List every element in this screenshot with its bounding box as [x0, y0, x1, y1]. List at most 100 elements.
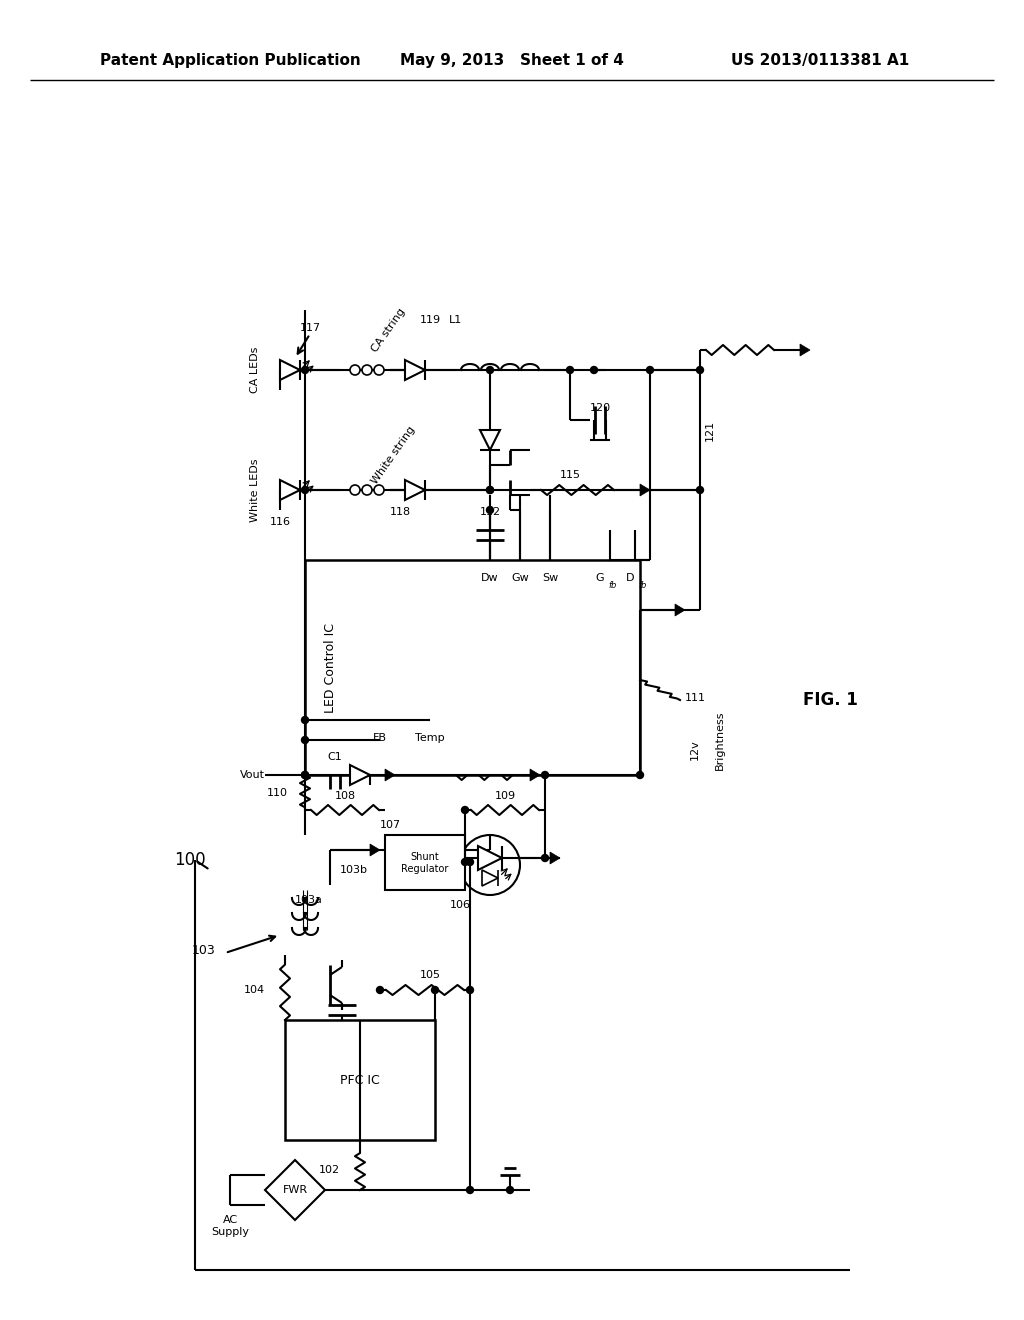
Text: Vout: Vout [240, 770, 265, 780]
Text: 105: 105 [420, 970, 440, 979]
Circle shape [486, 487, 494, 494]
Bar [285, 1020, 435, 1140]
Text: 108: 108 [335, 791, 355, 801]
Circle shape [486, 367, 494, 374]
Polygon shape [530, 770, 540, 781]
Circle shape [431, 986, 438, 994]
Text: AC: AC [222, 1214, 238, 1225]
Circle shape [637, 771, 643, 779]
Text: CA string: CA string [370, 306, 408, 354]
Circle shape [542, 854, 549, 862]
Text: FB: FB [373, 733, 387, 743]
Polygon shape [406, 360, 425, 380]
Text: Gw: Gw [511, 573, 528, 583]
Bar [385, 836, 465, 890]
Text: 12v: 12v [690, 739, 700, 760]
Circle shape [301, 771, 308, 779]
Circle shape [696, 367, 703, 374]
Circle shape [486, 507, 494, 513]
Text: 119: 119 [420, 315, 440, 325]
Circle shape [566, 367, 573, 374]
Circle shape [301, 771, 308, 779]
Text: G: G [596, 573, 604, 583]
Circle shape [362, 484, 372, 495]
Text: CA LEDs: CA LEDs [250, 347, 260, 393]
Text: Dw: Dw [481, 573, 499, 583]
Text: May 9, 2013   Sheet 1 of 4: May 9, 2013 Sheet 1 of 4 [400, 53, 624, 67]
Circle shape [467, 858, 473, 866]
Text: fb: fb [639, 581, 647, 590]
Circle shape [646, 367, 653, 374]
Text: PFC IC: PFC IC [340, 1073, 380, 1086]
Text: L1: L1 [449, 315, 462, 325]
Text: 115: 115 [559, 470, 581, 480]
Text: LED Control IC: LED Control IC [324, 623, 337, 713]
Circle shape [467, 1187, 473, 1193]
Circle shape [462, 807, 469, 813]
Circle shape [301, 717, 308, 723]
Polygon shape [280, 480, 300, 500]
Circle shape [507, 1187, 513, 1193]
Circle shape [350, 366, 360, 375]
Circle shape [350, 484, 360, 495]
Circle shape [374, 484, 384, 495]
Circle shape [301, 487, 308, 494]
Text: US 2013/0113381 A1: US 2013/0113381 A1 [731, 53, 909, 67]
Text: 118: 118 [389, 507, 411, 517]
Text: 109: 109 [495, 791, 515, 801]
Text: 110: 110 [267, 788, 288, 799]
Circle shape [467, 986, 473, 994]
Text: 111: 111 [685, 693, 706, 704]
Polygon shape [675, 605, 685, 616]
Polygon shape [640, 484, 650, 496]
Text: White LEDs: White LEDs [250, 458, 260, 521]
Text: 121: 121 [705, 420, 715, 441]
Circle shape [462, 858, 469, 866]
Text: Patent Application Publication: Patent Application Publication [99, 53, 360, 67]
Polygon shape [385, 770, 395, 781]
Text: 103a: 103a [295, 895, 323, 906]
Text: 104: 104 [244, 985, 265, 995]
Text: 117: 117 [299, 323, 321, 333]
Polygon shape [550, 851, 560, 865]
Text: FIG. 1: FIG. 1 [803, 690, 857, 709]
Text: 103b: 103b [340, 865, 368, 875]
Circle shape [301, 737, 308, 743]
Polygon shape [370, 843, 380, 855]
Text: White string: White string [370, 424, 417, 486]
Circle shape [591, 367, 597, 374]
Polygon shape [406, 480, 425, 500]
Circle shape [460, 836, 520, 895]
Text: 102: 102 [318, 1166, 340, 1175]
Polygon shape [478, 846, 502, 870]
Text: 106: 106 [450, 900, 470, 909]
Text: 103: 103 [191, 944, 215, 957]
Circle shape [542, 771, 549, 779]
Polygon shape [482, 870, 498, 886]
Circle shape [374, 366, 384, 375]
Polygon shape [480, 430, 500, 450]
Circle shape [696, 487, 703, 494]
Text: 116: 116 [269, 517, 291, 527]
Circle shape [377, 986, 384, 994]
Polygon shape [265, 1160, 325, 1220]
Text: Shunt
Regulator: Shunt Regulator [401, 853, 449, 874]
Text: 120: 120 [590, 403, 610, 413]
Text: 100: 100 [174, 851, 206, 869]
Circle shape [486, 487, 494, 494]
Polygon shape [800, 345, 810, 356]
Text: D: D [626, 573, 634, 583]
Circle shape [362, 366, 372, 375]
Text: Temp: Temp [415, 733, 444, 743]
Text: Brightness: Brightness [715, 710, 725, 770]
Circle shape [301, 367, 308, 374]
Bar [305, 560, 640, 775]
Polygon shape [350, 766, 370, 785]
Text: Supply: Supply [211, 1228, 249, 1237]
Text: C1: C1 [328, 752, 342, 762]
Text: 112: 112 [479, 507, 501, 517]
Text: Sw: Sw [542, 573, 558, 583]
Text: 107: 107 [380, 820, 400, 830]
Polygon shape [280, 360, 300, 380]
Text: FWR: FWR [283, 1185, 307, 1195]
